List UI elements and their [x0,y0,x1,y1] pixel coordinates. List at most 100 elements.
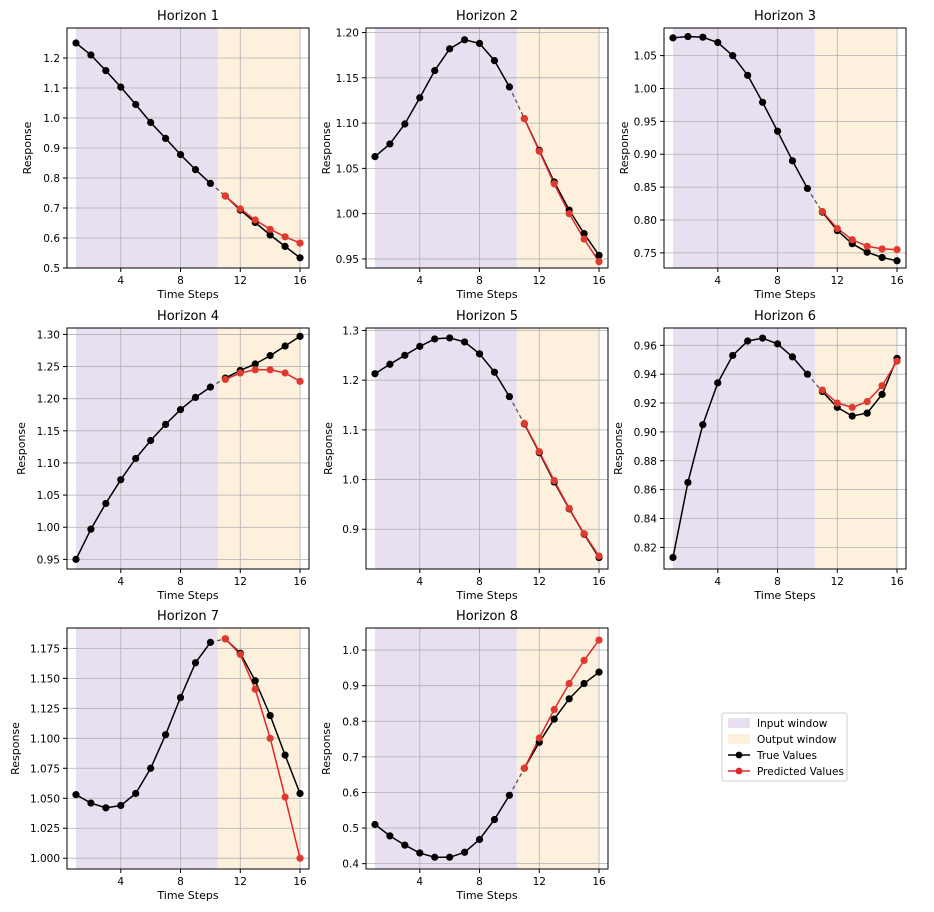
true-value-point [401,120,409,128]
true-value-point [580,679,588,688]
y-tick-label: 1.075 [30,763,60,775]
output-window-shade [516,328,600,569]
true-value-point [117,801,125,810]
true-value-point [863,248,871,256]
transition-dash [806,373,823,392]
y-tick-label: 0.94 [634,369,658,381]
x-axis-label: Time Steps [455,288,517,301]
true-value-point [266,711,274,720]
plot-frame [66,327,310,570]
true-values-line-input [75,641,212,809]
legend-item: Predicted Values [728,766,844,778]
true-value-point [416,94,424,102]
true-value-point [176,693,185,702]
true-value-point [281,751,289,759]
predicted-values-line [523,423,600,557]
true-value-point [251,360,259,368]
true-value-point [371,153,379,161]
output-window-shade [217,628,301,869]
y-tick-label: 1.20 [336,28,359,40]
panel-title: Horizon 3 [754,9,816,24]
legend: Input window Output window True Values Pred… [721,712,848,782]
predicted-value-point [296,854,304,862]
y-axis-label: Response [618,121,631,174]
true-value-point [176,406,185,414]
transition-dash [508,86,525,119]
true-value-point [191,166,200,174]
predicted-value-point [520,114,528,123]
true-value-point [431,335,439,343]
y-tick-label: 0.5 [43,263,60,275]
legend-marker [735,767,743,775]
true-value-point [161,134,170,142]
y-tick-label: 1.10 [336,118,359,130]
legend-item: Output window [728,734,837,746]
y-tick-label: 0.6 [43,233,60,245]
y-tick-label: 0.86 [634,485,658,497]
x-tick-label: 8 [177,576,184,588]
true-value-point [176,151,185,159]
x-axis-label: Time Steps [156,589,218,602]
true-value-point [848,412,856,420]
transition-dash [806,188,823,213]
plot-frame [365,27,609,269]
true-value-point [147,436,155,445]
y-tick-label: 0.92 [634,398,657,410]
panel-horizon-3: 4 8 12 16 0.75 0.80 0.85 0.90 0.95 1.00 1.05 Horizo… [618,9,907,301]
x-tick-label: 4 [416,576,423,588]
y-tick-label: 0.7 [342,752,359,764]
predicted-value-point [550,705,558,714]
true-value-point [386,832,394,840]
y-tick-label: 0.9 [342,524,359,536]
y-tick-label: 1.2 [43,53,60,65]
true-value-point [788,353,797,361]
x-tick-label: 4 [714,576,721,588]
true-value-point [773,127,782,135]
y-tick-label: 0.88 [634,456,657,468]
x-tick-label: 4 [416,876,423,888]
y-tick-label: 0.90 [634,149,657,161]
input-window-shade [374,628,517,869]
predicted-value-point [863,242,871,250]
legend-box [721,712,848,782]
true-value-point [684,478,692,487]
true-value-point [401,351,409,359]
true-value-point [132,454,140,463]
true-value-point [371,820,379,829]
true-value-point [729,52,737,60]
y-axis-label: Response [21,121,34,174]
predicted-value-point [818,386,826,394]
true-value-point [505,791,514,799]
true-value-point [490,57,499,65]
predicted-value-point [580,530,588,538]
plot-frame [663,27,907,269]
x-axis-label: Time Steps [455,589,517,602]
panel-horizon-5: 4 8 12 16 0.9 1.0 1.1 1.2 1.3 Horizon 5 Time Steps… [322,309,609,602]
x-tick-label: 8 [774,576,781,588]
y-tick-label: 0.8 [43,173,60,185]
legend-label: Output window [757,734,837,746]
true-values-line-input [75,386,211,560]
legend-item: Input window [728,718,828,730]
true-value-point [490,815,499,824]
true-value-point [744,337,752,345]
input-window-shade [75,328,218,569]
true-value-point [669,553,677,562]
predicted-value-point [878,245,886,253]
y-tick-label: 0.9 [342,681,359,693]
predicted-value-point [251,366,259,374]
y-tick-label: 0.90 [634,427,657,439]
true-values-line-input [374,794,511,859]
y-axis-label: Response [322,422,335,475]
y-tick-label: 1.0 [342,475,359,487]
y-axis-label: Response [320,121,333,174]
x-tick-label: 12 [234,576,247,588]
x-tick-label: 12 [533,576,546,588]
x-tick-label: 12 [234,876,247,888]
true-value-point [191,393,200,402]
legend-swatch [728,734,750,744]
y-tick-label: 1.00 [336,209,359,221]
y-tick-label: 1.2 [342,375,359,387]
true-value-point [117,476,125,484]
x-tick-label: 8 [476,876,483,888]
